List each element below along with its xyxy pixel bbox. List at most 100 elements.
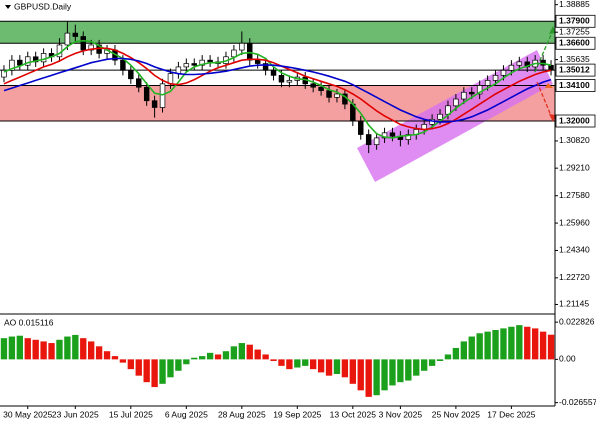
ao-bar — [199, 356, 206, 360]
ao-bar — [539, 331, 547, 360]
candle-body — [72, 32, 79, 37]
down-arrow — [536, 81, 553, 119]
y-tick-label: 1.37255 — [559, 26, 590, 36]
symbol-label: GBPUSD.Daily — [14, 1, 72, 11]
ao-bar — [516, 325, 523, 360]
x-tick-label: 13 Oct 2025 — [330, 409, 377, 419]
moving-average-line — [3, 57, 552, 123]
ao-bar — [40, 341, 47, 360]
candle-body — [25, 56, 31, 66]
price-marker — [545, 83, 553, 88]
ao-bar — [302, 359, 309, 366]
ao-bar — [95, 346, 103, 360]
y-tick-label: 1.27580 — [559, 190, 590, 200]
ao-bar — [452, 347, 460, 360]
candle-body — [469, 91, 475, 95]
y-tick-label: 1.30820 — [559, 135, 590, 145]
candle-body — [207, 59, 213, 63]
down-arrow-head — [549, 114, 556, 122]
candle-body — [278, 75, 285, 83]
ao-bar — [349, 359, 356, 384]
ao-bar — [341, 359, 349, 378]
ao-bar — [413, 359, 420, 376]
price-channel — [357, 50, 553, 182]
ao-bar — [48, 343, 55, 360]
y-tick-label: 1.35635 — [559, 54, 590, 64]
candle-body — [389, 132, 396, 137]
ao-bar — [238, 343, 245, 360]
ao-bar — [206, 352, 214, 360]
ao-bar — [175, 359, 182, 371]
candle-body — [64, 32, 71, 46]
level-label-box — [555, 36, 596, 50]
forecast-arrows — [534, 26, 556, 122]
candle-body — [88, 44, 94, 51]
ao-bar — [397, 359, 404, 383]
candle-body — [286, 80, 293, 83]
candle-body — [318, 86, 324, 91]
y-tick-label: 1.22720 — [559, 272, 590, 282]
x-tick-label: 30 May 2025 — [3, 409, 52, 419]
ao-bar — [167, 359, 174, 378]
ao-bar — [532, 328, 539, 360]
x-tick-label: 3 Nov 2025 — [379, 409, 423, 419]
candle-body — [373, 137, 380, 146]
candle-body — [17, 59, 23, 66]
candle-body — [239, 42, 245, 51]
candle-body — [80, 36, 86, 51]
ao-bar — [254, 349, 261, 360]
ao-bar — [64, 336, 71, 360]
candle-body — [40, 53, 47, 63]
ao-bar — [143, 359, 150, 383]
ao-bar — [460, 341, 467, 360]
ao-bar — [88, 341, 95, 360]
level-label-box — [555, 14, 596, 28]
ao-bar — [428, 359, 436, 366]
candle-body — [136, 78, 142, 88]
ao-bar — [492, 330, 499, 360]
ao-bar — [56, 339, 63, 360]
y-tick-label: 1.24340 — [559, 245, 590, 255]
ao-bar — [436, 359, 444, 361]
plot — [0, 20, 555, 397]
candle-body — [247, 42, 253, 61]
candle-body — [270, 69, 277, 76]
ao-bar — [333, 359, 341, 375]
x-tick-label: 15 Jul 2025 — [109, 409, 153, 419]
ao-bar — [508, 326, 515, 360]
zone — [0, 21, 555, 44]
level-label: 1.32000 — [559, 115, 590, 125]
x-tick-label: 6 Aug 2025 — [165, 409, 208, 419]
ao-bar — [127, 359, 134, 370]
ao-bar — [32, 339, 39, 360]
x-tick-label: 23 Jun 2025 — [52, 409, 99, 419]
ao-bar — [405, 359, 412, 381]
ao-bar — [381, 359, 388, 391]
ao-bar — [191, 357, 198, 360]
candle-body — [254, 59, 261, 64]
x-tick-label: 17 Dec 2025 — [487, 409, 535, 419]
candle-body — [492, 75, 499, 81]
moving-average-line — [3, 39, 552, 139]
candle-body — [453, 98, 459, 107]
x-tick-label: 25 Nov 2025 — [432, 409, 480, 419]
ao-bar — [16, 335, 23, 360]
ao-bar — [222, 351, 230, 360]
candle-body — [508, 64, 515, 71]
ao-bar — [476, 333, 483, 360]
y-tick-label: 1.29210 — [559, 162, 590, 172]
candle-body — [120, 59, 126, 71]
ao-bar — [444, 354, 452, 360]
candle-body — [476, 85, 483, 95]
y-tick-label: 1.21145 — [559, 299, 589, 309]
zones — [0, 21, 555, 122]
ao-bar — [524, 326, 531, 360]
ao-bar — [80, 338, 87, 360]
ao-bar — [500, 328, 507, 360]
candle-body — [326, 90, 332, 98]
candle-body — [183, 63, 190, 68]
ao-bar — [246, 344, 253, 360]
candle-body — [484, 80, 491, 86]
candle-body — [358, 120, 364, 135]
candle-body — [262, 63, 269, 71]
